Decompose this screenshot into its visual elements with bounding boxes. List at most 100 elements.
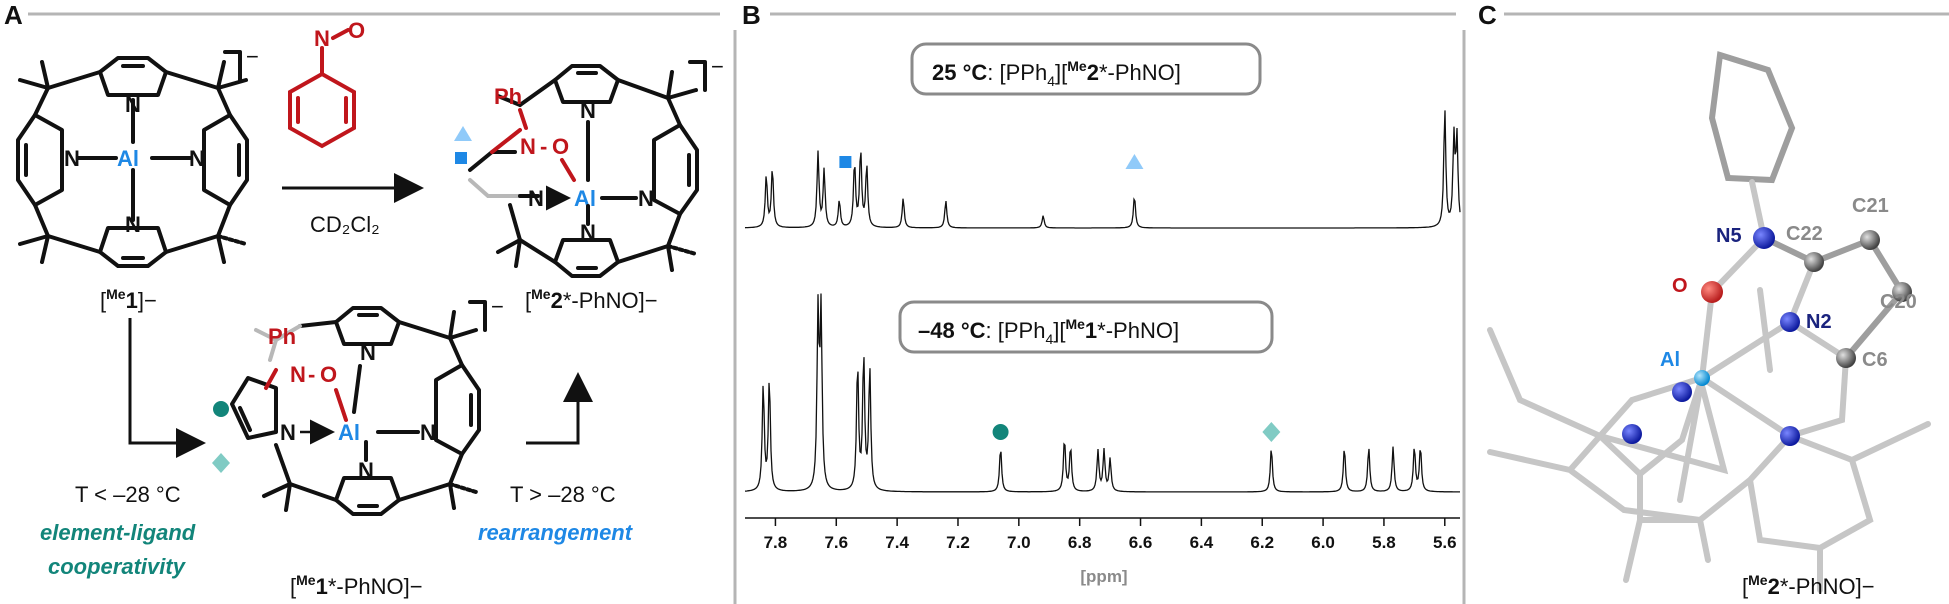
label-me1star: [Me1*-PhNO]− (290, 572, 423, 599)
panel-label-b: B (742, 0, 761, 30)
bottom-spectrum-label: –48 °C: [PPh4][Me1*-PhNO] (918, 316, 1179, 347)
xtal-label-c22: C22 (1786, 223, 1823, 245)
top-label-box (910, 42, 1262, 96)
inter-n-bottom: N (358, 458, 374, 483)
product-n-nitroso: N (520, 134, 536, 159)
tick-label: 7.4 (885, 533, 909, 552)
xtal-extra-bonds (1597, 287, 1773, 475)
tick-label: 7.8 (764, 533, 788, 552)
marker-square-scheme (455, 152, 467, 164)
tick-label: 6.4 (1190, 533, 1214, 552)
xtal-label-n2: N2 (1806, 311, 1832, 333)
reagent-n: N (314, 26, 330, 51)
rearr-label: rearrangement (478, 520, 634, 545)
xtal-atom-n5 (1753, 227, 1775, 249)
atom-n-right: N (189, 146, 205, 171)
xtal-label-c21: C21 (1852, 195, 1889, 217)
atom-al: Al (117, 146, 139, 171)
tick-label: 5.6 (1433, 533, 1457, 552)
nmr-markers (839, 154, 1281, 442)
inter-n-left: N (280, 420, 296, 445)
inter-dash: - (308, 362, 315, 387)
label-me1: [Me1]− (100, 286, 157, 313)
atom-n-top: N (125, 92, 141, 117)
panel-label-a: A (4, 0, 23, 30)
inter-n-right: N (420, 420, 436, 445)
molecule-me2: Ph N - O N Al N N N − (454, 54, 724, 278)
cond-high: T > –28 °C (510, 482, 616, 507)
top-spectrum-label: 25 °C: [PPh4][Me2*-PhNO] (932, 58, 1181, 89)
tick-label: 7.6 (824, 533, 848, 552)
xtal-label-o: O (1672, 275, 1688, 297)
xtal-atom-n-a (1672, 382, 1692, 402)
label-me2: [Me2*-PhNO]− (525, 286, 658, 313)
tick-label: 7.2 (946, 533, 970, 552)
atom-n-left: N (64, 146, 80, 171)
coop-line2: cooperativity (48, 554, 187, 579)
tick-label: 5.8 (1372, 533, 1396, 552)
xtal-atom-n-b (1622, 424, 1642, 444)
panel-label-c: C (1478, 0, 1497, 30)
xtal-atom-c20 (1892, 282, 1912, 302)
xtal-atom-n-c (1780, 426, 1800, 446)
xtal-atom-c21 (1860, 230, 1880, 250)
inter-ph: Ph (268, 324, 296, 349)
inter-o: O (320, 362, 337, 387)
nitrosobenzene: N O (288, 18, 365, 149)
xtal-atom-o (1701, 281, 1723, 303)
panel-c-crystal: N5 C22 C21 O N2 C20 Al C6 [Me2*-PhNO]− (1487, 51, 1931, 599)
molecule-me1star: Ph N - O N Al N N N − (212, 294, 504, 516)
product-dash: - (540, 134, 547, 159)
marker-diamond-scheme (212, 453, 230, 473)
tick-label: 7.0 (1007, 533, 1031, 552)
product-o: O (552, 134, 569, 159)
spectrum-bottom-line (745, 293, 1460, 493)
xtal-macrocycle (1487, 327, 1931, 593)
reagent-o: O (348, 18, 365, 43)
tick-label: 6.6 (1129, 533, 1153, 552)
charge-1: − (246, 44, 259, 69)
inter-al: Al (338, 420, 360, 445)
xtal-label-al: Al (1660, 349, 1680, 371)
reagent-label: CD₂Cl₂ (310, 212, 380, 237)
nmr-marker-square (839, 156, 852, 168)
bottom-label-box (898, 300, 1274, 354)
spectrum-top-line (744, 110, 1461, 229)
tick-label: 6.8 (1068, 533, 1092, 552)
product-n-top: N (580, 98, 596, 123)
product-al: Al (574, 186, 596, 211)
atom-n-bottom: N (125, 212, 141, 237)
product-ph: Ph (494, 84, 522, 109)
xtal-label-n5: N5 (1716, 225, 1742, 247)
xtal-atom-al (1694, 370, 1710, 386)
arrow-right-up (526, 372, 593, 445)
product-n-bottom: N (580, 220, 596, 245)
coop-line1: element-ligand (40, 520, 196, 545)
charge-3: − (491, 294, 504, 319)
x-axis-ticks: 7.8 7.6 7.4 7.2 7.0 6.8 6.6 6.4 6.2 6.0 5.8 5.6 (764, 518, 1457, 552)
nmr-marker-diamond (1262, 422, 1281, 442)
crystal-caption: [Me2*-PhNO]− (1742, 572, 1875, 599)
inter-n-top: N (360, 340, 376, 365)
nmr-marker-circle (992, 424, 1009, 440)
xtal-atom-n2 (1780, 312, 1800, 332)
x-axis-title: [ppm] (1080, 567, 1127, 586)
xtal-label-c6: C6 (1862, 349, 1888, 371)
tick-label: 6.2 (1250, 533, 1274, 552)
cond-low: T < –28 °C (75, 482, 181, 507)
molecule-me1: N N N N Al − (16, 44, 259, 268)
xtal-label-c20: C20 (1880, 291, 1917, 313)
marker-triangle-scheme (454, 126, 472, 141)
tick-label: 6.0 (1311, 533, 1335, 552)
xtal-phenyl (1708, 51, 1796, 184)
charge-2: − (711, 54, 724, 79)
panel-a-scheme: N N N N Al − [Me1]− N O CD₂Cl₂ (16, 18, 724, 599)
xtal-atom-c22 (1804, 252, 1824, 272)
panel-b-nmr: 25 °C: [PPh4][Me2*-PhNO] –48 °C: [PPh4][… (744, 42, 1461, 586)
product-n-right: N (638, 186, 654, 211)
inter-n-nitroso: N (290, 362, 306, 387)
panel-headers: A B C (4, 0, 1949, 604)
arrow-left-down (128, 318, 206, 458)
xtal-atom-c6 (1836, 348, 1856, 368)
